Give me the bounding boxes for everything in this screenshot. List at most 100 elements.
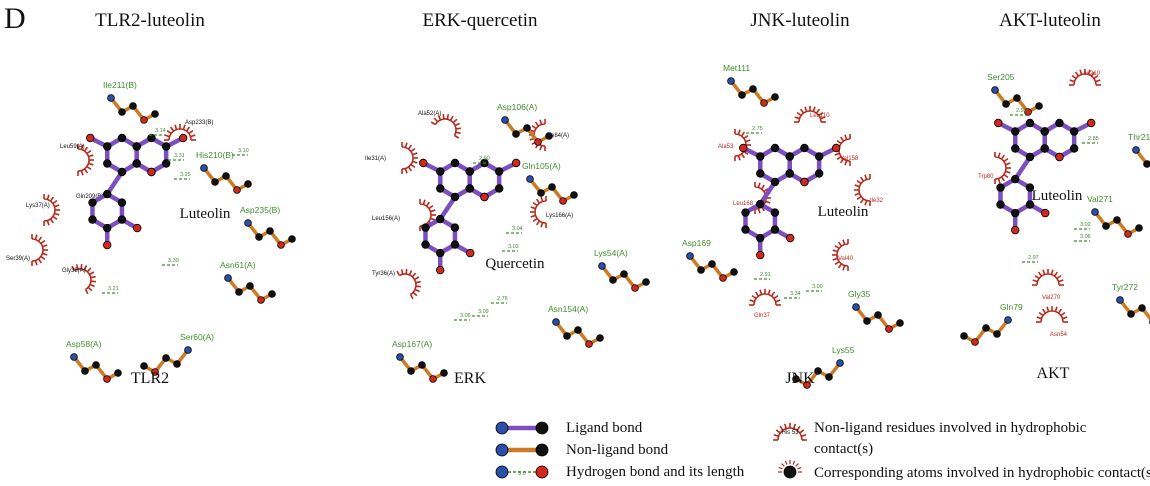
atom (119, 109, 126, 116)
atom (1114, 217, 1121, 224)
bond-length: 3.21 (108, 286, 119, 292)
hydrophobic-residue: Leu156(A) (372, 216, 400, 222)
atom (832, 144, 840, 152)
hbond-residue: Gln105(A) (522, 161, 561, 171)
atom (133, 224, 141, 232)
atom (118, 168, 126, 176)
bond-length: 2.90 (479, 156, 490, 162)
atom (247, 283, 254, 290)
atom (801, 178, 809, 186)
atom (1041, 145, 1049, 153)
atom (997, 201, 1005, 209)
bond-length: 3.31 (174, 153, 185, 159)
hydrophobic-residue: Gln37 (754, 313, 771, 319)
atom (756, 153, 764, 161)
atom (93, 362, 100, 369)
atom (786, 234, 794, 242)
hydrophobic-residue: Asp233(B) (185, 120, 213, 126)
legend-text: contact(s) (814, 441, 873, 457)
hydrophobic-residue: Ser39(A) (6, 256, 30, 262)
atom (536, 466, 548, 478)
atom (82, 368, 89, 375)
atom (1128, 311, 1135, 318)
bond-length: 3.02 (1080, 222, 1091, 228)
atom (1133, 147, 1140, 154)
atom (815, 170, 823, 178)
atom (496, 466, 508, 478)
atom (103, 190, 111, 198)
legend-residue-example: His 53 (781, 430, 799, 436)
atom (201, 165, 208, 172)
atom (115, 370, 122, 377)
atom (742, 209, 750, 217)
bond-length: 2.91 (760, 272, 771, 278)
atom (1026, 119, 1034, 127)
panel-title: TLR2-luteolin (95, 10, 205, 31)
atom (886, 326, 893, 333)
atom (289, 236, 296, 243)
atom (451, 159, 459, 167)
atom (720, 275, 727, 282)
atom (875, 312, 882, 319)
atom (419, 362, 426, 369)
atom (130, 103, 137, 110)
hydrophobic-arc (402, 142, 418, 174)
hydrophobic-arc (995, 152, 1011, 184)
atom (118, 216, 126, 224)
hydrophobic-arc (397, 263, 427, 299)
atom (731, 269, 738, 276)
atom (225, 275, 232, 282)
atom (786, 153, 794, 161)
atom (466, 249, 474, 257)
atom (571, 192, 578, 199)
atom (174, 361, 181, 368)
atom (536, 422, 548, 434)
hbond-residue: Met111 (723, 63, 750, 73)
atom (1056, 119, 1064, 127)
atom (103, 241, 111, 249)
atom (89, 199, 97, 207)
atom (586, 341, 593, 348)
atom (698, 267, 705, 274)
atom (436, 168, 444, 176)
atom (236, 289, 243, 296)
hydrophobic-arc (530, 196, 546, 228)
atom (1041, 128, 1049, 136)
atom (538, 190, 545, 197)
atom (466, 168, 474, 176)
hydrophobic-arc (749, 289, 781, 305)
atom (451, 224, 459, 232)
hbond-residue: Gln79 (1000, 302, 1023, 312)
hydrophobic-arc (72, 258, 102, 294)
bond-length: 3.14 (155, 128, 166, 134)
hbond-residue: Ile211(B) (103, 80, 137, 90)
atom (632, 285, 639, 292)
atom (245, 181, 252, 188)
atom (739, 92, 746, 99)
atom (496, 444, 508, 456)
atom (564, 333, 571, 340)
atom (687, 253, 694, 260)
legend-atom-spoke (782, 464, 785, 467)
panel-title: AKT-luteolin (999, 10, 1101, 31)
hydrophobic-residue: Leu59(A) (60, 144, 85, 150)
atom (1041, 209, 1049, 217)
atom (185, 347, 192, 354)
atom (756, 251, 764, 259)
atom (267, 228, 274, 235)
hydrophobic-residue: Gly38(A) (62, 268, 86, 274)
atom (837, 360, 844, 367)
atom (495, 168, 503, 176)
hydrophobic-residue: Leu110 (810, 113, 830, 119)
bond-length: 2.97 (1028, 255, 1039, 261)
bond-length: 3.03 (508, 244, 519, 250)
atom (1070, 145, 1078, 153)
atom (513, 131, 520, 138)
atom (546, 133, 553, 140)
ligand-name: Luteolin (1032, 188, 1083, 204)
hydrophobic-residue: Ile32 (870, 198, 884, 204)
atom (1092, 209, 1099, 216)
legend-atom-spoke (779, 467, 783, 469)
atom (786, 170, 794, 178)
hydrophobic-residue: Trp80 (978, 174, 994, 180)
